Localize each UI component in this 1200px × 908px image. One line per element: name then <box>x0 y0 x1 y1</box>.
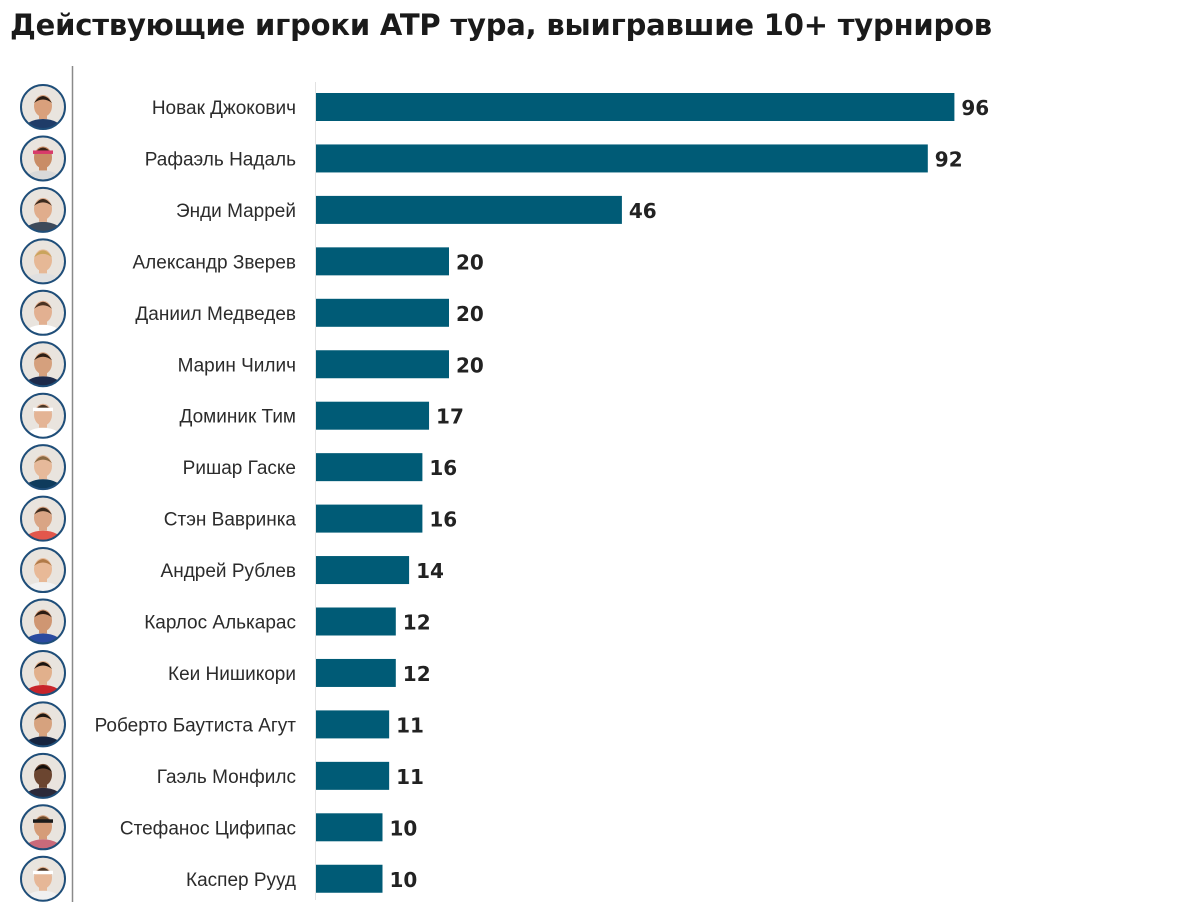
bar <box>316 350 449 379</box>
bar <box>316 93 955 121</box>
bar <box>316 247 449 276</box>
chart-row: Марин Чилич 20 <box>20 341 484 388</box>
player-avatar <box>21 85 65 129</box>
bar <box>316 453 423 482</box>
category-label: Андрей Рублев <box>161 561 296 582</box>
category-label: Кеи Нишикори <box>168 664 296 685</box>
category-label: Стефанос Цифипас <box>120 818 296 839</box>
category-label: Каспер Рууд <box>186 870 296 891</box>
bar <box>316 195 622 224</box>
value-label: 12 <box>403 611 431 635</box>
category-label: Рафаэль Надаль <box>145 149 296 170</box>
bar <box>316 556 410 585</box>
player-avatar <box>21 650 65 695</box>
category-label: Александр Зверев <box>133 252 297 273</box>
chart-row: Карлос Алькарас 12 <box>20 598 431 645</box>
value-label: 46 <box>629 199 657 223</box>
bar <box>316 144 928 173</box>
player-avatar <box>21 187 65 232</box>
category-label: Стэн Вавринка <box>164 510 297 531</box>
bar <box>316 504 423 533</box>
player-avatar <box>21 393 65 438</box>
value-label: 11 <box>396 765 424 789</box>
category-label: Ришар Гаске <box>183 458 296 479</box>
value-label: 16 <box>429 508 457 532</box>
player-avatar <box>21 856 65 901</box>
bar <box>316 813 383 842</box>
chart-row: Каспер Рууд 10 <box>20 855 418 902</box>
chart-row: Даниил Медведев 20 <box>20 289 484 336</box>
value-label: 96 <box>961 96 989 120</box>
chart-row: Стефанос Цифипас 10 <box>20 804 418 851</box>
value-label: 92 <box>935 147 963 171</box>
chart-row: Доминик Тим 17 <box>20 392 464 439</box>
player-avatar <box>21 445 65 490</box>
bar <box>316 864 383 893</box>
value-label: 16 <box>429 456 457 480</box>
player-avatar <box>21 290 65 335</box>
player-avatar <box>21 548 65 593</box>
chart-row: Андрей Рублев 14 <box>20 547 444 594</box>
category-label: Даниил Медведев <box>135 304 296 325</box>
value-label: 20 <box>456 302 484 326</box>
chart-row: Новак Джокович 96 <box>20 84 989 130</box>
chart-title: Действующие игроки ATP тура, выигравшие … <box>10 8 992 42</box>
chart-row: Роберто Баутиста Агут 11 <box>20 701 424 748</box>
chart-row: Александр Зверев 20 <box>20 238 484 285</box>
chart-row: Ришар Гаске 16 <box>20 444 457 491</box>
player-avatar <box>21 496 65 541</box>
player-avatar <box>21 805 65 850</box>
value-label: 20 <box>456 250 484 274</box>
category-label: Роберто Баутиста Агут <box>95 715 297 736</box>
player-avatar <box>21 702 65 747</box>
value-label: 20 <box>456 353 484 377</box>
chart-row: Рафаэль Надаль 92 <box>20 135 963 182</box>
bar <box>316 658 396 687</box>
player-avatar <box>21 136 65 181</box>
chart-row: Гаэль Монфилс 11 <box>20 752 424 799</box>
category-label: Новак Джокович <box>152 98 296 119</box>
value-label: 14 <box>416 559 444 583</box>
category-label: Доминик Тим <box>180 407 296 428</box>
chart-row: Кеи Нишикори 12 <box>20 649 431 696</box>
bar <box>316 761 390 790</box>
category-label: Карлос Алькарас <box>144 613 296 634</box>
value-label: 17 <box>436 405 464 429</box>
category-label: Марин Чилич <box>178 355 296 376</box>
bar <box>316 607 396 636</box>
value-label: 12 <box>403 662 431 686</box>
value-label: 10 <box>390 816 418 840</box>
bar <box>316 710 390 739</box>
value-label: 10 <box>390 868 418 892</box>
bar <box>316 298 449 327</box>
category-label: Гаэль Монфилс <box>157 767 296 788</box>
player-avatar <box>21 753 65 798</box>
player-avatar <box>21 239 65 284</box>
category-label: Энди Маррей <box>176 201 296 222</box>
player-avatar <box>21 599 65 644</box>
bar <box>316 401 430 430</box>
player-avatar <box>21 342 65 387</box>
chart-row: Энди Маррей 46 <box>20 186 657 233</box>
value-label: 11 <box>396 713 424 737</box>
chart-row: Стэн Вавринка 16 <box>20 495 457 542</box>
